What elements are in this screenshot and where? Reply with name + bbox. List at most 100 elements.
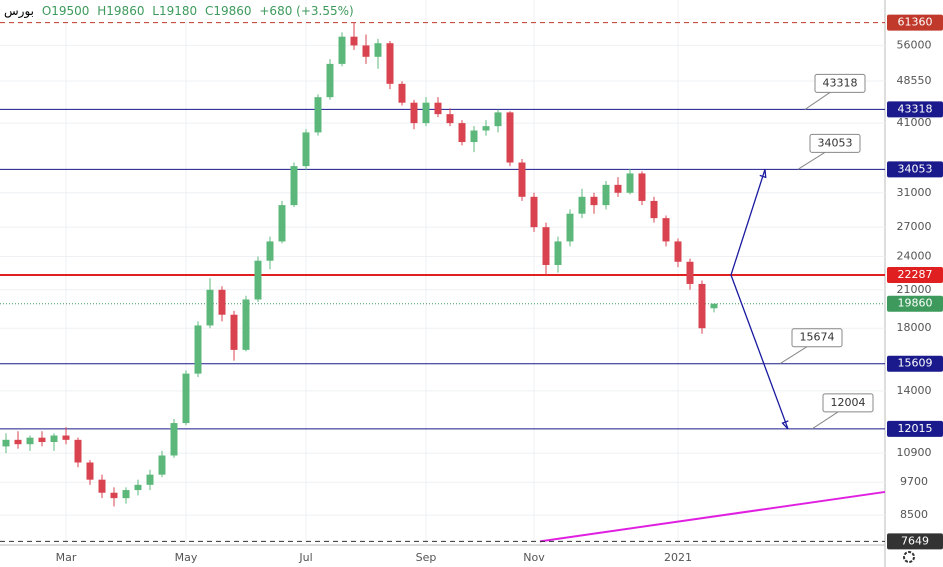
level-label-bg (887, 295, 943, 312)
callout-label: 12004 (831, 396, 866, 409)
settings-icon (903, 551, 915, 563)
x-tick-label: May (175, 551, 198, 564)
level-label: 19860 (898, 297, 933, 310)
y-tick-label: 9700 (900, 475, 928, 488)
level-label-bg (887, 101, 943, 118)
y-tick-label: 41000 (897, 116, 932, 129)
level-label: 12015 (898, 422, 933, 435)
trend-line (539, 490, 886, 543)
candle-body (26, 437, 34, 445)
candle-body (554, 241, 562, 265)
candle-body (530, 196, 538, 228)
x-tick-label: Sep (416, 551, 437, 564)
candle-body (710, 303, 718, 309)
candle-body (506, 112, 514, 163)
candle-body (158, 455, 166, 475)
candle-body (434, 102, 442, 115)
candle-body (38, 437, 46, 443)
candle-body (494, 112, 502, 127)
candle-body (698, 283, 706, 329)
candle-body (686, 261, 694, 284)
level-label-bg (887, 14, 943, 31)
candle-body (278, 205, 286, 242)
candle-body (266, 241, 274, 261)
high: H19860 (97, 4, 145, 18)
level-label: 43318 (898, 102, 933, 115)
y-tick-label: 56000 (897, 38, 932, 51)
low: L19180 (152, 4, 198, 18)
open: O19500 (41, 4, 90, 18)
candle-body (626, 173, 634, 193)
candle-body (446, 114, 454, 124)
candle-body (14, 439, 22, 445)
candle-body (182, 373, 190, 424)
level-label: 22287 (898, 268, 933, 281)
candle-body (2, 439, 10, 447)
callout-label: 34053 (818, 136, 853, 149)
y-tick-label: 21000 (897, 283, 932, 296)
level-label: 34053 (898, 162, 933, 175)
callout-box (822, 393, 874, 413)
candle-body (458, 123, 466, 143)
candle-body (674, 241, 682, 262)
candle-body (146, 474, 154, 485)
candle-body (662, 218, 670, 242)
candle-body (74, 439, 82, 463)
callout-leader (811, 411, 839, 430)
candle-body (602, 184, 610, 206)
callout-leader (804, 91, 831, 110)
candle-body (518, 162, 526, 197)
projection-arrow (730, 274, 789, 430)
candle-body (566, 213, 574, 242)
arrow-head (759, 169, 767, 179)
candle-body (170, 423, 178, 456)
change: +680 (+3.55%) (259, 4, 354, 18)
candle-body (242, 299, 250, 350)
level-label-bg (887, 355, 943, 372)
candle-body (290, 166, 298, 206)
x-tick-label: 2021 (664, 551, 692, 564)
projection-arrow (730, 169, 766, 276)
candle-body (590, 196, 598, 206)
candle-body (86, 462, 94, 480)
callout-box (814, 73, 866, 93)
level-label: 7649 (901, 534, 929, 547)
candle-body (62, 435, 70, 440)
level-label: 15609 (898, 357, 933, 370)
level-label: 61360 (898, 16, 933, 29)
callout-label: 15674 (800, 331, 835, 344)
candle-body (218, 289, 226, 315)
level-label-bg (887, 533, 943, 550)
close: C19860 (204, 4, 252, 18)
candle-body (314, 97, 322, 133)
legend-header: بورس O19500 H19860 L19180 C19860 +680 (+… (0, 4, 362, 18)
callout-leader (779, 346, 808, 365)
x-tick-label: Jul (298, 551, 312, 564)
callout-leader (797, 151, 826, 170)
candle-body (386, 43, 394, 84)
candle-body (194, 325, 202, 374)
x-tick-label: Nov (523, 551, 545, 564)
level-label-bg (887, 161, 943, 178)
callout-box (791, 328, 843, 348)
level-label-bg (887, 266, 943, 283)
callout-label: 43318 (823, 76, 858, 89)
x-tick-label: Mar (56, 551, 77, 564)
arrow-head (781, 420, 789, 430)
candle-body (98, 479, 106, 493)
y-tick-label: 14000 (897, 384, 932, 397)
candle-body (206, 289, 214, 326)
y-tick-label: 27000 (897, 220, 932, 233)
candle-body (362, 45, 370, 57)
y-tick-label: 8500 (900, 508, 928, 521)
candle-body (638, 173, 646, 201)
candle-body (470, 130, 478, 143)
candle-body (650, 200, 658, 219)
candle-body (398, 83, 406, 103)
y-tick-label: 24000 (897, 250, 932, 263)
symbol: بورس (4, 4, 34, 18)
candle-body (374, 43, 382, 57)
y-tick-label: 10900 (897, 446, 932, 459)
